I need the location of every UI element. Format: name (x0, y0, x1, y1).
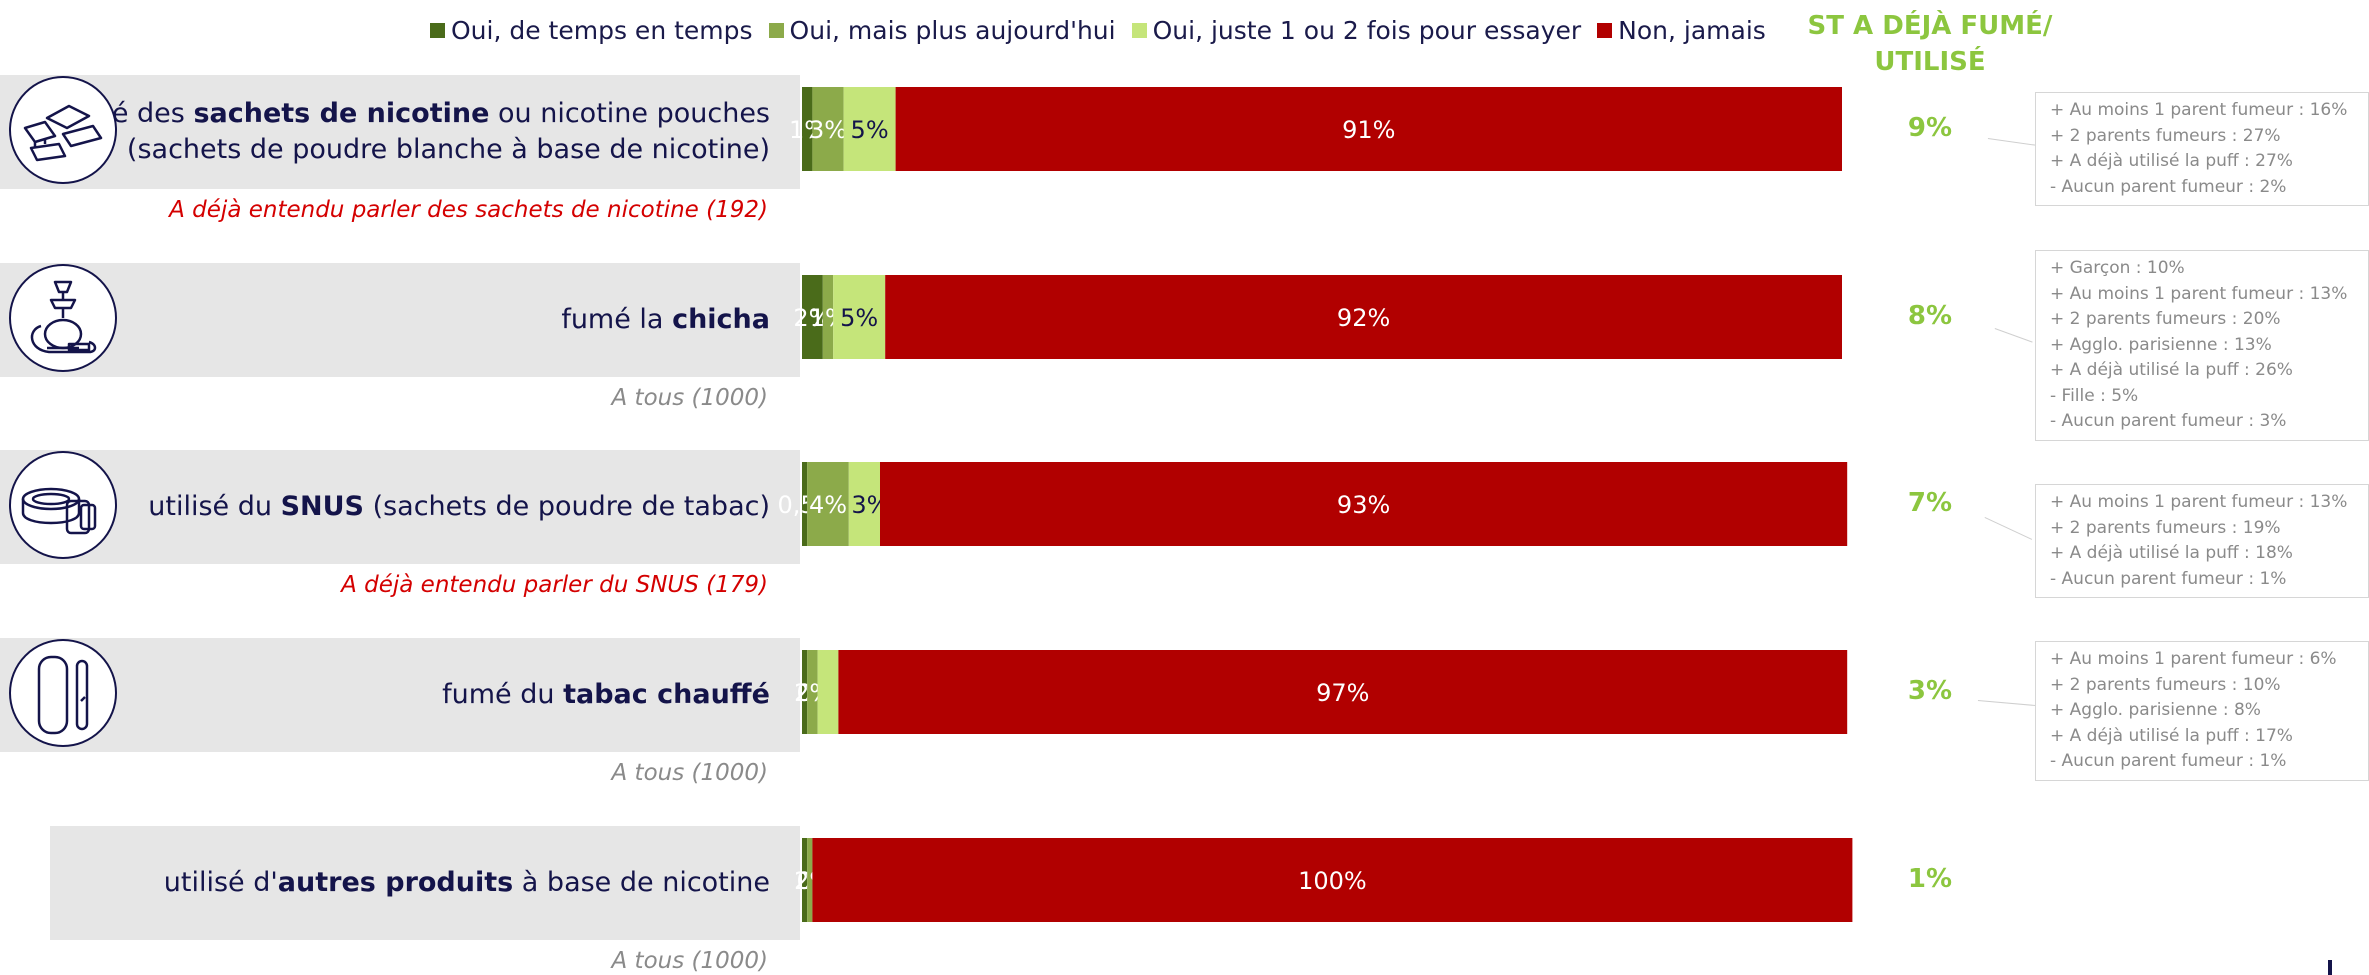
totals-header-line: UTILISÉ (1874, 47, 1986, 77)
bar-segment (880, 462, 1848, 546)
subgroup-detail-box: + Au moins 1 parent fumeur : 16% + 2 par… (2035, 92, 2369, 206)
bar-segment (812, 87, 844, 171)
subgroup-detail-box: + Au moins 1 parent fumeur : 13% + 2 par… (2035, 484, 2369, 598)
bar-segment (812, 838, 1853, 922)
row-label-band: fumé la chicha (0, 263, 800, 377)
corner-mark (2328, 960, 2332, 975)
row-label-bold: autres produits (277, 867, 514, 898)
row-total: 8% (1907, 301, 1953, 331)
totals-column-header: ST A DÉJÀ FUMÉ/ UTILISÉ (1790, 8, 2070, 80)
bar-value-label: 5% (840, 304, 878, 332)
bar-segment (843, 87, 896, 171)
row-label-band: fumé du tabac chauffé (0, 638, 800, 752)
bar-value-label: 4% (809, 491, 847, 519)
row-label-bold: sachets de nicotine (193, 98, 490, 129)
nicotine-pouches-icon (9, 76, 117, 184)
row-base-note: A déjà entendu parler du SNUS (179) (341, 572, 768, 598)
subgroup-detail-box: + Garçon : 10% + Au moins 1 parent fumeu… (2035, 250, 2369, 441)
legend-item: Oui, de temps en temps (430, 16, 753, 45)
row-base-note: A tous (1000) (611, 760, 769, 786)
legend-swatch (768, 23, 784, 38)
bar-value-label: 93% (1337, 491, 1390, 519)
row-total: 1% (1907, 864, 1953, 894)
row-label-bold: SNUS (280, 491, 364, 522)
totals-header-line: ST A DÉJÀ FUMÉ/ (1807, 11, 2053, 41)
row-total: 3% (1907, 676, 1953, 706)
bar-segment (822, 275, 834, 359)
hookah-icon (9, 264, 117, 372)
legend-swatch (1131, 23, 1147, 38)
bar-segment (807, 838, 813, 922)
bar-value-label: 92% (1337, 304, 1390, 332)
legend-label: Oui, mais plus aujourd'hui (789, 16, 1116, 45)
legend-label: Non, jamais (1618, 16, 1766, 45)
legend-swatch (1597, 23, 1613, 38)
snus-tin-icon (9, 451, 117, 559)
bar-segment (885, 275, 1842, 359)
bar-segment (807, 650, 818, 734)
legend-item: Non, jamais (1597, 16, 1766, 45)
row-label-bold: tabac chauffé (563, 679, 770, 710)
legend-label: Oui, juste 1 ou 2 fois pour essayer (1152, 16, 1582, 45)
bar-segment (838, 650, 1848, 734)
legend-label: Oui, de temps en temps (451, 16, 753, 45)
bar-segment (802, 650, 808, 734)
bar-value-label: 3% (809, 116, 847, 144)
row-label: utilisé d'autres produits à base de nico… (163, 867, 770, 898)
row-label: utilisé du SNUS (sachets de poudre de ta… (148, 491, 770, 522)
legend-swatch (430, 23, 445, 38)
row-label-bold: chicha (672, 304, 770, 335)
bar-segment (817, 650, 839, 734)
bar-segment (802, 462, 808, 546)
bar-segment (848, 462, 880, 546)
row-label-band: utilisé d'autres produits à base de nico… (50, 826, 800, 940)
row-base-note: A tous (1000) (611, 948, 769, 974)
subgroup-detail-box: + Au moins 1 parent fumeur : 6% + 2 pare… (2035, 641, 2369, 781)
legend-item: Oui, juste 1 ou 2 fois pour essayer (1131, 16, 1582, 45)
row-total: 7% (1907, 488, 1953, 518)
heated-tobacco-device-icon (9, 639, 117, 747)
row-base-note: A déjà entendu parler des sachets de nic… (169, 197, 768, 223)
row-label-band: utilisé du SNUS (sachets de poudre de ta… (0, 450, 800, 564)
bar-segment (807, 462, 849, 546)
row-label: utilisé des sachets de nicotine ou nicot… (47, 98, 770, 165)
legend-item: Oui, mais plus aujourd'hui (768, 16, 1116, 45)
row-label: fumé du tabac chauffé (442, 679, 770, 710)
chart-legend: Oui, de temps en temps Oui, mais plus au… (430, 16, 1782, 45)
row-total: 9% (1907, 113, 1953, 143)
bar-segment (895, 87, 1842, 171)
bar-segment (833, 275, 886, 359)
bar-value-label: 97% (1316, 679, 1369, 707)
row-label: fumé la chicha (561, 304, 770, 335)
bar-segment (802, 87, 813, 171)
bar-value-label: 100% (1298, 867, 1367, 895)
row-label-band: utilisé des sachets de nicotine ou nicot… (0, 75, 800, 189)
row-base-note: A tous (1000) (611, 385, 769, 411)
bar-value-label: 5% (851, 116, 889, 144)
bar-segment (802, 275, 823, 359)
bar-value-label: 91% (1342, 116, 1395, 144)
bar-segment (802, 838, 808, 922)
